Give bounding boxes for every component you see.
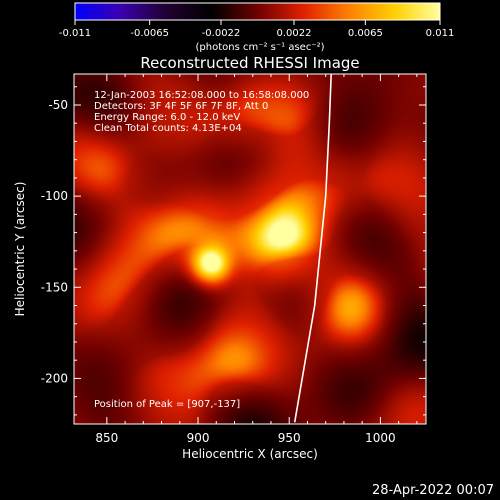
y-tick-label: -200 bbox=[41, 371, 68, 385]
annotation-line: 12-Jan-2003 16:52:08.000 to 16:58:08.000 bbox=[94, 90, 309, 101]
y-tick-label: -50 bbox=[48, 98, 68, 112]
colorbar-tick-label: -0.0065 bbox=[130, 28, 169, 39]
x-tick-label: 900 bbox=[187, 431, 210, 445]
colorbar-tick-label: -0.011 bbox=[59, 28, 91, 39]
colorbar-strip bbox=[74, 2, 441, 21]
colorbar-units: (photons cm⁻² s⁻¹ asec⁻²) bbox=[195, 42, 324, 53]
peak-position-label: Position of Peak = [907,-137] bbox=[94, 399, 240, 410]
colorbar-ticks: -0.011 -0.0065 -0.0022 0.0022 0.0065 0.011 bbox=[59, 20, 454, 39]
annotation-line: Detectors: 3F 4F 5F 6F 7F 8F, Att 0 bbox=[94, 101, 268, 112]
annotation-line: Clean Total counts: 4.13E+04 bbox=[94, 123, 242, 134]
colorbar-tick-label: 0.011 bbox=[426, 28, 455, 39]
x-axis-label: Heliocentric X (arcsec) bbox=[182, 447, 318, 461]
colorbar: -0.011 -0.0065 -0.0022 0.0022 0.0065 0.011 (p… bbox=[59, 2, 454, 53]
plot-frame bbox=[73, 73, 427, 425]
plot-timestamp: 28-Apr-2022 00:07 bbox=[372, 483, 494, 498]
colorbar-tick-label: -0.0022 bbox=[202, 28, 241, 39]
heatmap-area bbox=[74, 74, 426, 424]
y-tick-label: -150 bbox=[41, 280, 68, 294]
y-tick-label: -100 bbox=[41, 189, 68, 203]
x-tick-label: 1000 bbox=[365, 431, 396, 445]
heatmap-canvas bbox=[74, 74, 426, 424]
annotation-line: Energy Range: 6.0 - 12.0 keV bbox=[94, 112, 240, 123]
x-tick-label: 850 bbox=[95, 431, 118, 445]
annotation-block: 12-Jan-2003 16:52:08.000 to 16:58:08.000… bbox=[94, 90, 309, 134]
x-tick-label: 950 bbox=[278, 431, 301, 445]
colorbar-tick-label: 0.0065 bbox=[348, 28, 383, 39]
plot-axes: 850 900 950 1000 -50 -100 -150 -200 bbox=[41, 74, 426, 445]
solar-limb bbox=[293, 74, 332, 423]
colorbar-tick-label: 0.0022 bbox=[277, 28, 312, 39]
plot-title: Reconstructed RHESSI Image bbox=[140, 54, 359, 72]
y-axis-label: Heliocentric Y (arcsec) bbox=[13, 182, 27, 317]
